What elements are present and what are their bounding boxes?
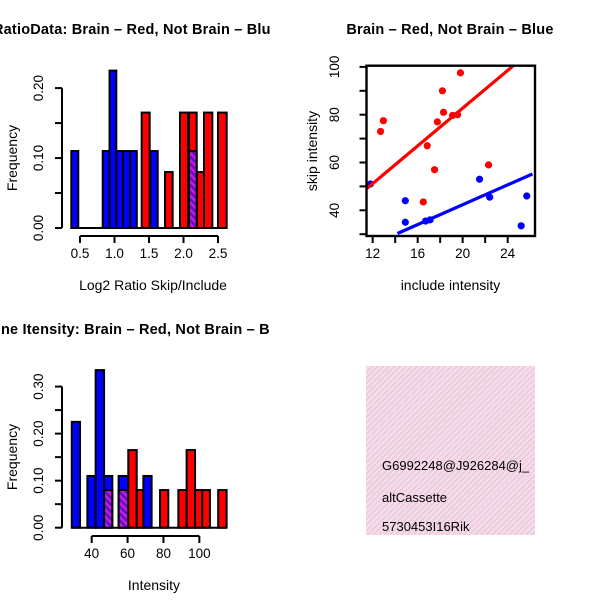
- x-axis-label-log2-ratio: Log2 Ratio Skip/Include: [79, 277, 227, 293]
- svg-text:12: 12: [365, 246, 380, 261]
- chart-title-scatter: Brain – Red, Not Brain – Blue: [346, 22, 554, 38]
- info-gene-name: 5730453I16Rik: [382, 519, 470, 534]
- info-probe-id: G6992248@J926284@j_: [382, 458, 530, 473]
- panel-hist-log2-ratio: RatioData: Brain – Red, Not Brain – Blu …: [0, 0, 300, 300]
- svg-text:0.5: 0.5: [71, 246, 90, 261]
- svg-text:1.0: 1.0: [105, 246, 124, 261]
- svg-text:80: 80: [327, 107, 342, 122]
- svg-text:80: 80: [156, 546, 171, 561]
- svg-text:40: 40: [84, 546, 99, 561]
- info-box: G6992248@J926284@j_ altCassette 5730453I…: [366, 366, 535, 535]
- svg-text:2.0: 2.0: [174, 246, 193, 261]
- panel-info-box: G6992248@J926284@j_ altCassette 5730453I…: [300, 300, 600, 600]
- svg-text:100: 100: [188, 546, 211, 561]
- svg-text:1.5: 1.5: [140, 246, 159, 261]
- histogram-log2-ratio-plot: 0.5 1.0 1.5 2.0 2.5 0.00 0.10 0.20: [31, 69, 228, 261]
- svg-text:40: 40: [327, 203, 342, 218]
- svg-text:100: 100: [327, 56, 342, 79]
- svg-text:60: 60: [120, 546, 135, 561]
- svg-text:0.20: 0.20: [31, 420, 46, 446]
- svg-text:0.00: 0.00: [31, 515, 46, 541]
- svg-text:0.00: 0.00: [31, 215, 46, 241]
- chart-title-gene-intensity-histogram: ne Itensity: Brain – Red, Not Brain – B: [1, 322, 270, 338]
- svg-text:24: 24: [500, 246, 516, 261]
- scatter-intensity-plot: 12 16 20 24 40 60 80 100: [327, 56, 537, 261]
- svg-text:0.20: 0.20: [31, 75, 46, 101]
- chart-title-ratio-histogram: RatioData: Brain – Red, Not Brain – Blu: [0, 22, 271, 38]
- panel-hist-gene-intensity: ne Itensity: Brain – Red, Not Brain – B …: [0, 300, 300, 600]
- svg-text:0.10: 0.10: [31, 468, 46, 494]
- x-axis-label-include-intensity: include intensity: [400, 277, 501, 293]
- x-axis-label-intensity: Intensity: [127, 577, 181, 593]
- panel-scatter-intensity: Brain – Red, Not Brain – Blue skip inten…: [300, 0, 600, 300]
- histogram-gene-intensity-plot: 40 60 80 100 0.00 0.10 0.20 0.30: [31, 369, 228, 561]
- svg-text:20: 20: [455, 246, 470, 261]
- svg-text:0.30: 0.30: [31, 373, 46, 399]
- svg-text:0.10: 0.10: [31, 145, 46, 171]
- info-event-type: altCassette: [382, 490, 448, 505]
- svg-text:16: 16: [410, 246, 425, 261]
- svg-text:60: 60: [327, 155, 342, 170]
- svg-text:2.5: 2.5: [209, 246, 228, 261]
